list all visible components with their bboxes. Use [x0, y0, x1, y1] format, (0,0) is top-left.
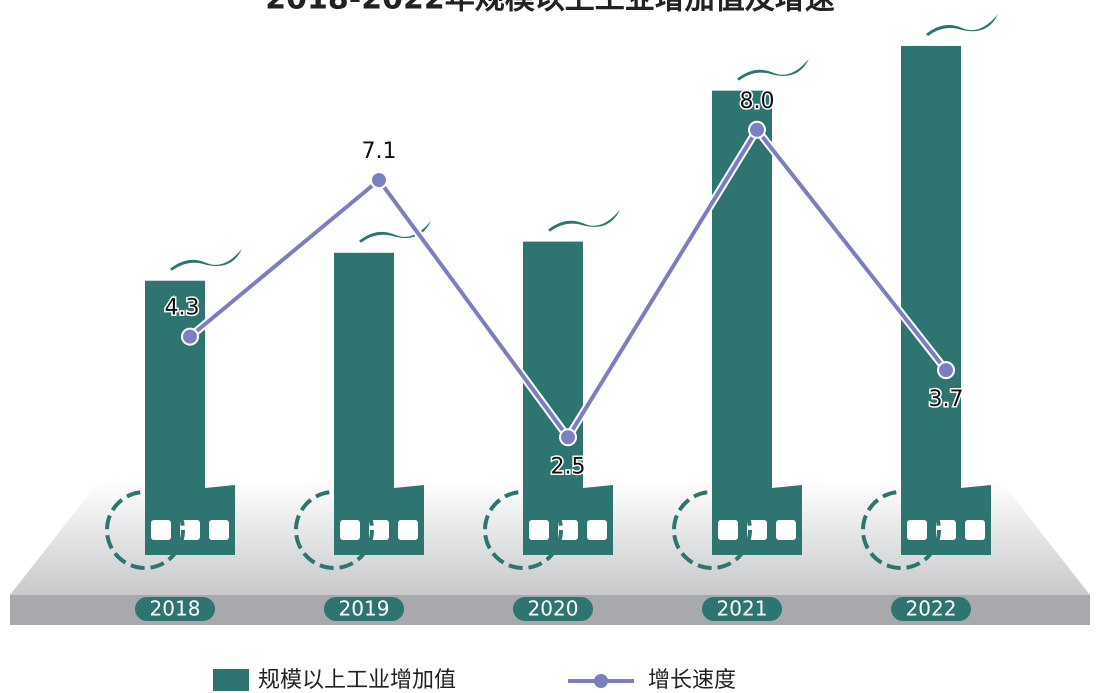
x-tick-label: 2022 — [906, 597, 957, 621]
smoke — [170, 248, 242, 271]
x-tick-label: 2021 — [717, 597, 768, 621]
legend-marker — [594, 674, 608, 688]
window — [936, 520, 956, 540]
window — [558, 520, 578, 540]
window — [965, 520, 985, 540]
x-tick-label: 2020 — [528, 597, 579, 621]
bar — [712, 90, 772, 556]
window — [340, 520, 360, 540]
legend-swatch — [213, 669, 249, 691]
window — [776, 520, 796, 540]
window — [209, 520, 229, 540]
window — [151, 520, 171, 540]
data-label: 2.5 — [551, 454, 586, 479]
window — [718, 520, 738, 540]
gear — [861, 490, 941, 570]
year-pill — [324, 597, 404, 621]
data-label: 7.1 — [362, 139, 397, 164]
smoke — [737, 58, 809, 81]
year-pill — [702, 597, 782, 621]
window — [907, 520, 927, 540]
window — [369, 520, 389, 540]
chart-title: 2018-2022年规模以上工业增加值及增速 — [265, 0, 834, 17]
bar — [901, 45, 961, 555]
window — [398, 520, 418, 540]
gear — [483, 490, 563, 570]
gear — [294, 490, 374, 570]
marker — [748, 120, 766, 139]
year-pill — [135, 597, 215, 621]
window — [180, 520, 200, 540]
marker — [559, 428, 577, 447]
data-label: 4.3 — [165, 296, 200, 321]
data-label: 8.0 — [740, 89, 775, 114]
gear — [105, 490, 185, 570]
x-tick-label: 2019 — [339, 597, 390, 621]
legend-label: 增长速度 — [648, 668, 736, 693]
data-label: 3.7 — [929, 387, 964, 412]
window — [587, 520, 607, 540]
window — [747, 520, 767, 540]
marker — [937, 361, 955, 380]
smoke — [926, 13, 998, 36]
gear — [672, 490, 752, 570]
smoke — [548, 209, 620, 232]
x-tick-label: 2018 — [150, 597, 201, 621]
marker — [370, 171, 388, 190]
window — [529, 520, 549, 540]
year-pill — [891, 597, 971, 621]
marker — [181, 327, 199, 346]
year-pill — [513, 597, 593, 621]
legend-label: 规模以上工业增加值 — [258, 668, 456, 693]
